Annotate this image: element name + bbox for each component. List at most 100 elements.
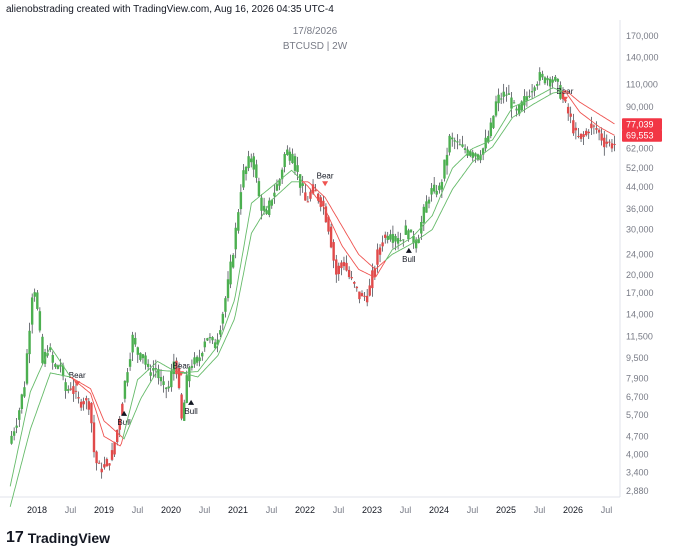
ma-slow-line-segment xyxy=(9,372,71,507)
candle-body xyxy=(87,401,91,410)
candle-body xyxy=(329,226,333,248)
x-tick-label: 2025 xyxy=(496,505,516,515)
candle-body xyxy=(208,337,212,339)
y-tick-label: 30,000 xyxy=(626,225,654,235)
candle-body xyxy=(154,368,158,370)
candle-body xyxy=(309,191,312,199)
candle-body xyxy=(190,365,194,368)
candle-body xyxy=(177,368,181,389)
x-tick-label: 2026 xyxy=(563,505,583,515)
ma-fast-line-segment xyxy=(180,169,303,374)
candle-body xyxy=(239,192,243,210)
candle-body xyxy=(167,386,170,389)
candle-body xyxy=(383,234,387,238)
candle-body xyxy=(46,353,49,356)
candle-body xyxy=(221,313,225,324)
candle-body xyxy=(450,137,454,140)
candle-body xyxy=(286,149,289,155)
candle-body xyxy=(54,364,57,367)
candle-body xyxy=(469,150,472,156)
candle-body xyxy=(48,347,52,350)
candle-body xyxy=(340,262,343,269)
y-tick-label: 36,000 xyxy=(626,204,654,214)
y-tick-label: 62,000 xyxy=(626,144,654,154)
candle-body xyxy=(481,148,485,155)
price-badge xyxy=(622,129,662,142)
candle-body xyxy=(479,155,482,161)
candle-body xyxy=(291,153,294,164)
candle-body xyxy=(59,364,62,367)
candle-body xyxy=(10,435,13,444)
signal-label: Bear xyxy=(173,361,190,370)
candle-body xyxy=(237,212,240,231)
candle-body xyxy=(157,368,160,379)
candle-body xyxy=(195,356,199,363)
price-chart[interactable]: 170,000140,000110,00090,00072,00062,0005… xyxy=(0,0,680,525)
candle-body xyxy=(371,270,374,289)
candle-body xyxy=(368,285,371,296)
candle-body xyxy=(36,292,39,309)
candle-body xyxy=(590,123,593,129)
y-tick-label: 44,000 xyxy=(626,182,654,192)
candle-body xyxy=(492,115,495,128)
candle-body xyxy=(554,76,557,81)
bull-marker-icon xyxy=(405,247,412,253)
signal-label: Bear xyxy=(317,171,334,180)
y-tick-label: 4,000 xyxy=(626,449,649,459)
candle-body xyxy=(72,386,75,394)
candle-body xyxy=(38,311,42,331)
candle-body xyxy=(185,375,188,403)
x-tick-label: 2024 xyxy=(429,505,449,515)
candle-body xyxy=(90,402,93,424)
candle-body xyxy=(582,134,585,138)
candle-body xyxy=(121,403,124,416)
candle-body xyxy=(69,388,73,390)
candle-body xyxy=(435,190,438,195)
candle-body xyxy=(74,390,78,392)
candle-body xyxy=(417,239,420,244)
candle-body xyxy=(175,360,178,375)
ma-fast-line-segment xyxy=(562,90,615,136)
price-badges: 77,039 69,553 xyxy=(622,118,662,142)
candle-body xyxy=(505,94,508,96)
candle-body xyxy=(438,185,441,191)
candle-body xyxy=(353,281,356,284)
candle-body xyxy=(391,233,395,243)
candle-body xyxy=(316,193,320,201)
ma-fast-line-segment xyxy=(70,376,124,447)
ma-slow-line-segment xyxy=(302,181,386,270)
candle-body xyxy=(579,133,583,139)
x-axis: 2018 Jul 2019 Jul 2020 Jul 2021 Jul 2022 Jul 2023 J… xyxy=(27,505,612,515)
candle-body xyxy=(268,200,271,215)
tradingview-logo-icon: 17 xyxy=(6,529,24,546)
candle-body xyxy=(538,72,542,81)
price-badge-label: 77,039 xyxy=(626,119,654,129)
candle-body xyxy=(499,98,503,100)
candle-body xyxy=(146,363,150,367)
candle-body xyxy=(244,166,248,175)
y-tick-label: 140,000 xyxy=(626,53,659,63)
candle-body xyxy=(422,206,426,223)
x-tick-label: 2021 xyxy=(228,505,248,515)
candle-body xyxy=(23,387,26,397)
candle-body xyxy=(20,394,24,410)
candle-body xyxy=(118,418,121,430)
candle-body xyxy=(566,106,570,114)
candle-body xyxy=(572,120,575,134)
candle-body xyxy=(159,376,163,382)
candle-body xyxy=(595,128,598,130)
candle-body xyxy=(489,122,493,137)
x-tick-label: Jul xyxy=(400,505,412,515)
y-tick-label: 4,700 xyxy=(626,431,649,441)
candle-body xyxy=(314,190,317,192)
candle-body xyxy=(170,370,173,388)
candle-body xyxy=(445,154,449,166)
candle-body xyxy=(430,188,433,195)
candle-body xyxy=(507,93,511,95)
candle-body xyxy=(520,101,523,111)
candle-body xyxy=(278,179,281,186)
candle-body xyxy=(605,141,609,144)
candle-body xyxy=(18,410,21,420)
candle-body xyxy=(82,401,85,405)
